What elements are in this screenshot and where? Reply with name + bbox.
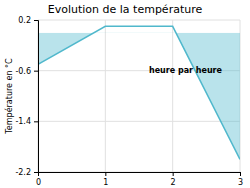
tick-label: 2 (171, 178, 176, 187)
tick-label: -2.2 (15, 168, 31, 177)
line (38, 26, 240, 159)
chart: 0 1 2 3 0.2 -0.6 -1.4 -2.2 Evolution de la tempé… (0, 0, 250, 188)
tick-label: 1 (103, 178, 108, 187)
tick-label: -0.6 (15, 67, 31, 76)
tick-mark (34, 172, 38, 173)
tick-label: 0.2 (18, 16, 31, 25)
tick: -0.6 (15, 67, 38, 76)
axis: 0 1 2 3 (36, 172, 243, 187)
tick-mark (240, 172, 241, 176)
axis-line (34, 21, 39, 173)
tick: -2.2 (15, 168, 38, 177)
plot-area (38, 26, 240, 159)
tick: 2 (171, 172, 176, 187)
tick: -1.4 (15, 117, 38, 126)
tick-mark (105, 172, 106, 176)
tick: 0 (36, 172, 41, 187)
axis: 0.2 -0.6 -1.4 -2.2 (15, 16, 38, 177)
area-group (38, 33, 240, 160)
tick: 1 (103, 172, 108, 187)
grid-line (38, 121, 240, 122)
grid-line (38, 20, 240, 21)
tick-label: 0 (36, 178, 41, 187)
area (38, 33, 240, 160)
tick-mark (34, 121, 38, 122)
tick: 3 (238, 172, 243, 187)
y-axis-title: Température en °C (4, 58, 14, 135)
grid-line (172, 20, 173, 172)
tick-label: 3 (238, 178, 243, 187)
tick-mark (34, 71, 38, 72)
title: Evolution de la température (48, 3, 203, 16)
tick-mark (34, 20, 38, 21)
tick-mark (173, 172, 174, 176)
axis-line (39, 173, 241, 177)
x-label: heure par heure (149, 66, 223, 75)
tick-label: -1.4 (15, 117, 31, 126)
grid-line (105, 20, 106, 172)
tick: 0.2 (18, 16, 38, 25)
grid (38, 20, 240, 172)
